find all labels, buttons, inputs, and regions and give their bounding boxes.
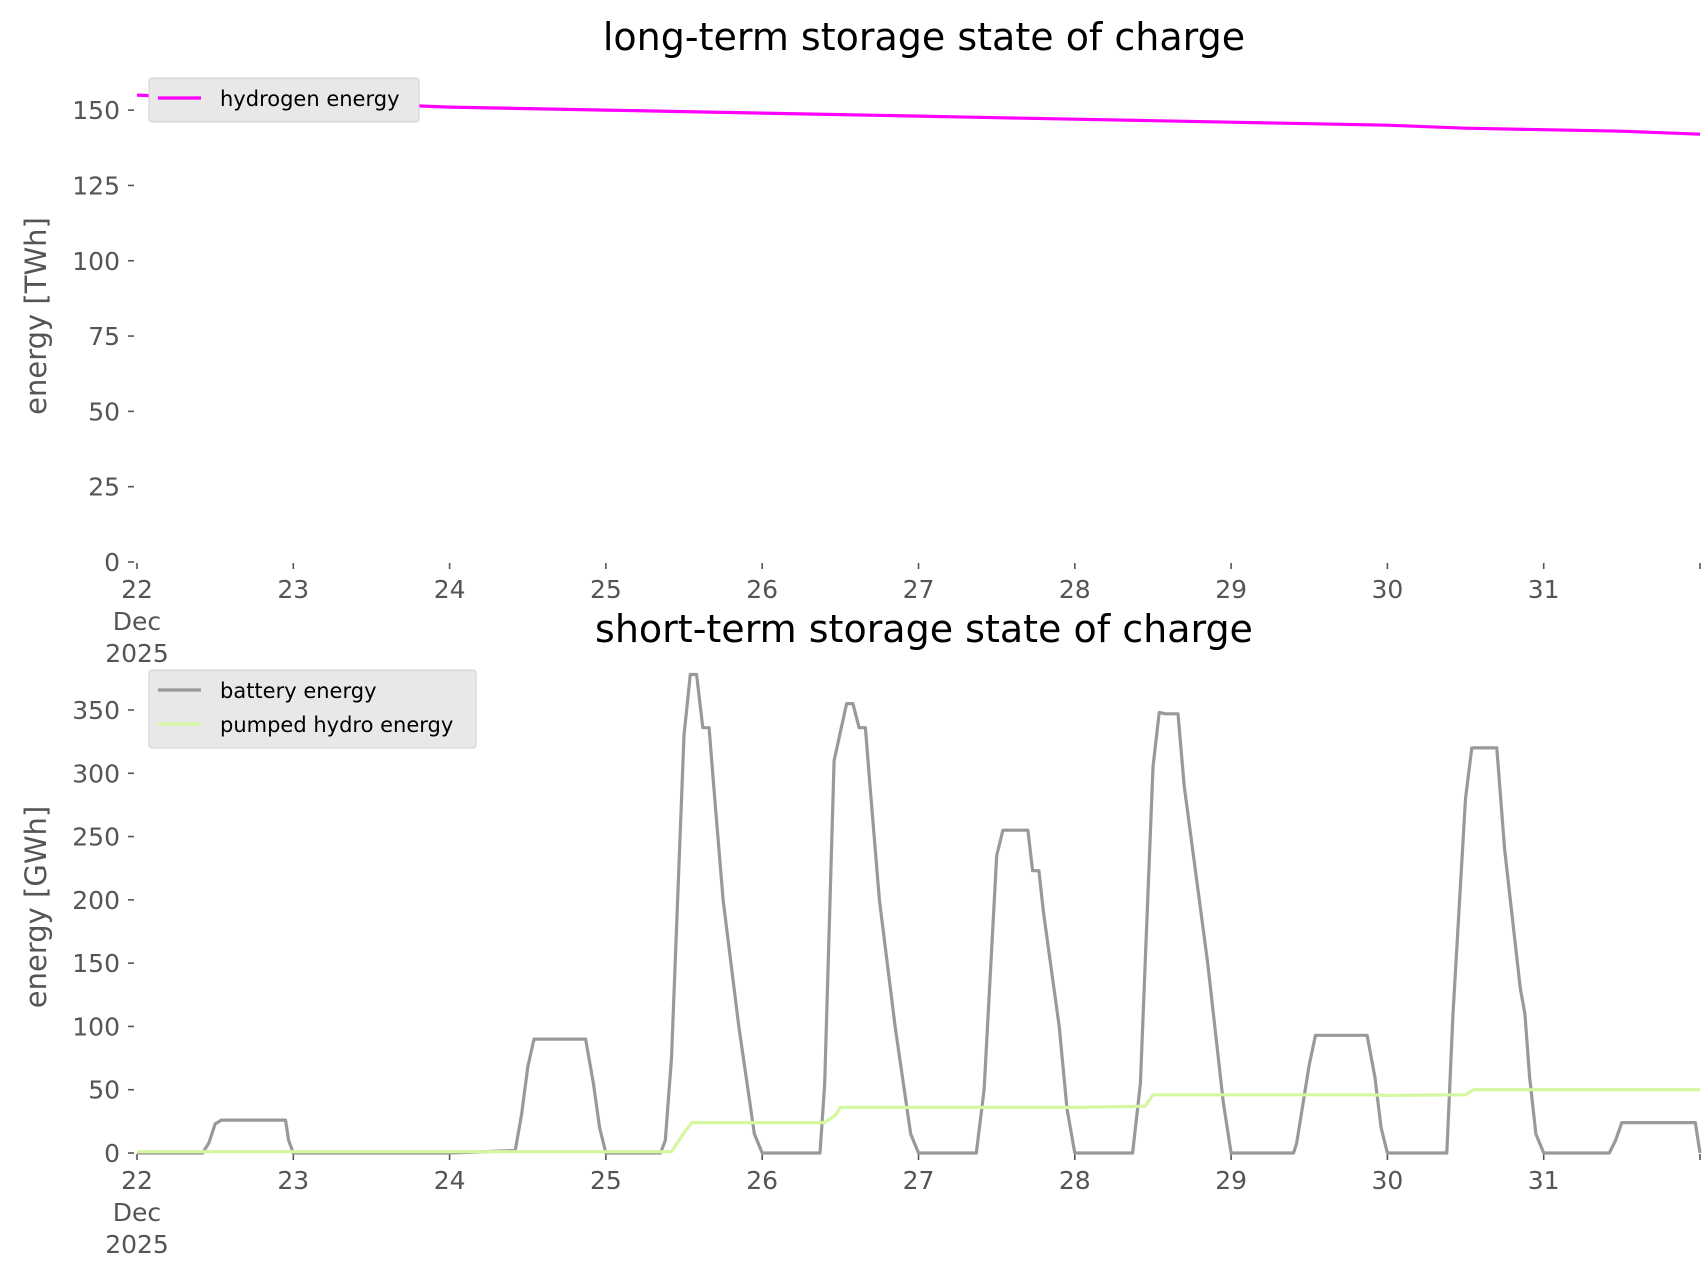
- chart-title: long-term storage state of charge: [603, 15, 1245, 59]
- y-tick-label: 25: [88, 473, 120, 502]
- legend-entry: pumped hydro energy: [220, 713, 453, 737]
- x-tick-label: 27: [903, 575, 935, 604]
- x-tick-label: 24: [434, 575, 466, 604]
- y-axis-label: energy [GWh]: [19, 806, 53, 1008]
- y-tick-label: 350: [72, 696, 120, 725]
- x-tick-label: Dec: [113, 1198, 161, 1227]
- y-tick-label: 100: [72, 247, 120, 276]
- y-tick-label: 150: [72, 96, 120, 125]
- x-tick-label: 26: [746, 1166, 778, 1195]
- long-term-panel: long-term storage state of charge energy…: [19, 15, 1701, 668]
- short-term-panel: short-term storage state of charge energ…: [19, 607, 1702, 1259]
- y-tick-label: 75: [88, 322, 120, 351]
- legend: [148, 77, 420, 123]
- x-tick-label: 31: [1528, 1166, 1560, 1195]
- x-tick-label: 31: [1528, 575, 1560, 604]
- y-tick-label: 300: [72, 759, 120, 788]
- chart-title: short-term storage state of charge: [595, 607, 1253, 651]
- x-tick-label: 22: [121, 1166, 153, 1195]
- x-tick-label: Dec: [113, 607, 161, 636]
- series-line-pumped-hydro-energy: [137, 1088, 1700, 1154]
- x-tick-label: 27: [903, 1166, 935, 1195]
- x-tick-label: 29: [1215, 575, 1247, 604]
- y-tick-label: 250: [72, 823, 120, 852]
- x-tick-label: 23: [277, 575, 309, 604]
- legend: [148, 669, 477, 749]
- x-tick-label: 22: [121, 575, 153, 604]
- y-axis-label: energy [TWh]: [19, 217, 53, 415]
- x-tick-label: 26: [746, 575, 778, 604]
- x-tick-label: 30: [1371, 1166, 1403, 1195]
- x-tick-label: 23: [277, 1166, 309, 1195]
- y-tick-label: 0: [104, 1139, 120, 1168]
- legend-entry: hydrogen energy: [220, 87, 400, 111]
- y-tick-label: 200: [72, 886, 120, 915]
- x-tick-label: 25: [590, 1166, 622, 1195]
- y-tick-label: 125: [72, 171, 120, 200]
- y-tick-label: 150: [72, 949, 120, 978]
- x-tick-label: 30: [1371, 575, 1403, 604]
- y-tick-label: 50: [88, 1076, 120, 1105]
- legend-entry: battery energy: [220, 679, 377, 703]
- x-tick-label: 25: [590, 575, 622, 604]
- x-tick-label: 28: [1059, 1166, 1091, 1195]
- x-tick-label: 2025: [105, 639, 169, 668]
- series-line-battery-energy: [137, 672, 1702, 1155]
- x-tick-label: 29: [1215, 1166, 1247, 1195]
- y-tick-label: 50: [88, 397, 120, 426]
- y-tick-label: 0: [104, 548, 120, 577]
- y-tick-label: 100: [72, 1012, 120, 1041]
- x-tick-label: 2025: [105, 1230, 169, 1259]
- x-tick-label: 24: [434, 1166, 466, 1195]
- x-tick-label: 28: [1059, 575, 1091, 604]
